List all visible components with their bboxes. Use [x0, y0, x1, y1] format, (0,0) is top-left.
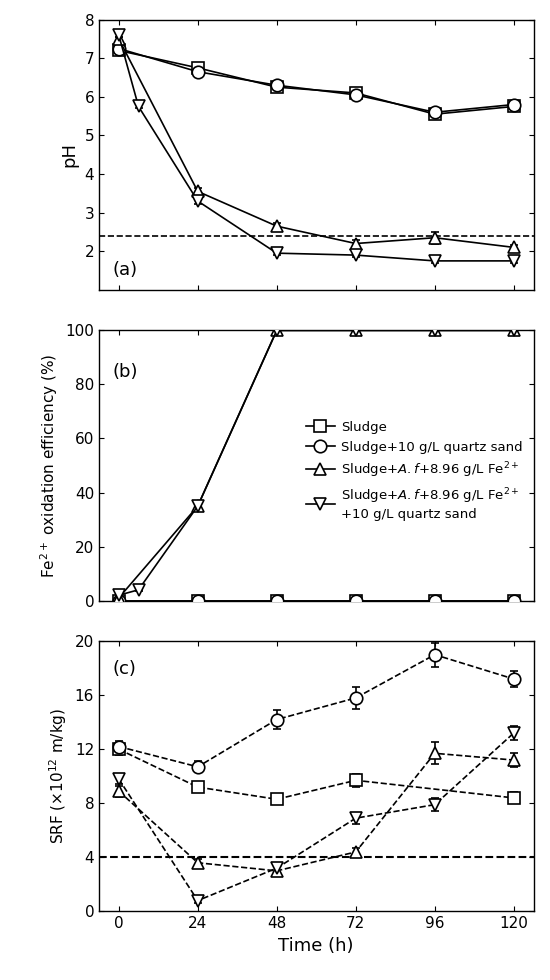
Text: (b): (b) [112, 363, 138, 381]
Text: (c): (c) [112, 661, 136, 678]
Text: (a): (a) [112, 261, 137, 279]
Legend: Sludge, Sludge+10 g/L quartz sand, Sludge+$\it{A.f}$+8.96 g/L Fe$^{2+}$, Sludge+: Sludge, Sludge+10 g/L quartz sand, Sludg… [302, 416, 527, 525]
Y-axis label: SRF ($\times$10$^{12}$ m/kg): SRF ($\times$10$^{12}$ m/kg) [47, 709, 69, 845]
Y-axis label: pH: pH [61, 142, 79, 168]
X-axis label: Time (h): Time (h) [278, 937, 354, 955]
Y-axis label: Fe$^{2+}$ oxidation efficiency (%): Fe$^{2+}$ oxidation efficiency (%) [38, 353, 60, 578]
